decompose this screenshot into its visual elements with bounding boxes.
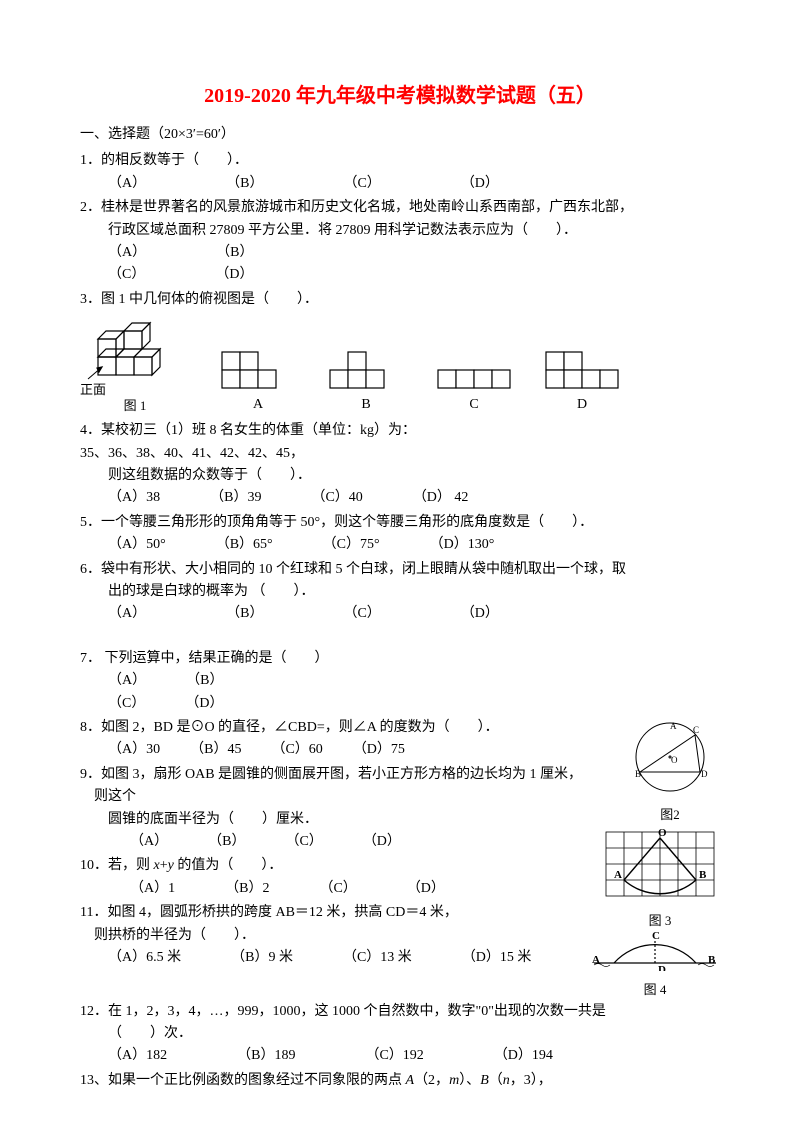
q3-shape-A (218, 348, 298, 390)
q5-optD: （D）130° (430, 534, 495, 556)
q2-optA: （A） (108, 242, 146, 264)
question-3: 3．图 1 中几何体的俯视图是（ ）． (80, 289, 720, 417)
question-7: 7． 下列运算中，结果正确的是（ ） （A） （B） （C） （D） (80, 648, 720, 715)
q8-optA: （A）30 (108, 739, 160, 761)
q6-optD: （D） (461, 603, 499, 625)
q1-optC: （C） (343, 173, 380, 195)
q4-optB: （B）39 (210, 487, 261, 509)
q3-optD-label: D (542, 394, 622, 416)
q12-optB: （B）189 (237, 1045, 295, 1067)
q5-optB: （B）65° (216, 534, 273, 556)
q1-text: 1．的相反数等于（ ）． (80, 150, 720, 172)
q7-optC: （C） (108, 693, 145, 715)
q9-optB: （B） (208, 831, 245, 853)
figure-3: O A B 图 3 (600, 826, 720, 931)
q10-optC: （C） (319, 878, 356, 900)
q2-optB: （B） (216, 242, 253, 264)
q2-optC: （C） (108, 264, 145, 286)
q4-optD: （D） 42 (413, 487, 469, 509)
q5-text: 5．一个等腰三角形形的顶角角等于 50°，则这个等腰三角形的底角度数是（ ）． (80, 512, 720, 534)
q4-line2: 35、36、38、40、41、42、42、45， (80, 443, 720, 465)
q3-optC-label: C (434, 394, 514, 416)
q6-optB: （B） (226, 603, 263, 625)
q1-optD: （D） (461, 173, 499, 195)
q3-optA-label: A (218, 394, 298, 416)
q7-optA: （A） (108, 670, 146, 692)
q12-optA: （A）182 (108, 1045, 167, 1067)
q2-optD: （D） (215, 264, 253, 286)
svg-text:D: D (658, 964, 666, 971)
q12-optD: （D）194 (494, 1045, 553, 1067)
q6-line2: 出的球是白球的概率为 （ ）． (108, 581, 720, 603)
q3-shape-C (434, 348, 514, 390)
q9-optD: （D） (363, 831, 401, 853)
svg-text:C: C (652, 931, 660, 942)
q6-line1: 6．袋中有形状、大小相同的 10 个红球和 5 个白球，闭上眼睛从袋中随机取出一… (80, 559, 720, 581)
figure-2: O C B D A 图2 (620, 717, 720, 826)
question-4: 4．某校初三（1）班 8 名女生的体重（单位：kg）为： 35、36、38、40… (80, 420, 720, 510)
q8-optD: （D）75 (353, 739, 405, 761)
question-6: 6．袋中有形状、大小相同的 10 个红球和 5 个白球，闭上眼睛从袋中随机取出一… (80, 559, 720, 626)
q12-line2: （ ）次． (108, 1023, 720, 1045)
fig2-label: 图2 (620, 805, 720, 826)
q11-optA: （A）6.5 米 (108, 947, 181, 969)
section-header: 一、选择题（20×3′=60′） (80, 124, 720, 146)
q7-optB: （B） (186, 670, 223, 692)
q9-line1-tail: 则这个 (94, 789, 136, 804)
q11-optC: （C）13 米 (343, 947, 412, 969)
front-label: 正面 (80, 380, 106, 401)
figure-1-solid (80, 317, 190, 387)
q7-optD: （D） (185, 693, 223, 715)
q3-shape-B (326, 348, 406, 390)
q10-optB: （B）2 (225, 878, 269, 900)
fig3-B: B (699, 869, 707, 881)
q12-optC: （C）192 (365, 1045, 423, 1067)
q3-shape-D (542, 348, 622, 390)
svg-text:O: O (671, 755, 678, 765)
q9-optA: （A） (130, 831, 168, 853)
svg-text:B: B (635, 769, 641, 779)
question-12: 12．在 1，2，3，4，…，999，1000，这 1000 个自然数中，数字"… (80, 1001, 720, 1068)
q11-optB: （B）9 米 (231, 947, 293, 969)
fig4-label: 图 4 (590, 980, 720, 1001)
q9-line1: 9．如图 3，扇形 OAB 是圆锥的侧面展开图，若小正方形方格的边长均为 1 厘… (80, 767, 582, 782)
q10-optD: （D） (407, 878, 445, 900)
fig3-A: A (614, 869, 622, 881)
question-2: 2．桂林是世界著名的风景旅游城市和历史文化名城，地处南岭山系西南部，广西东北部，… (80, 197, 720, 287)
q5-optA: （A）50° (108, 534, 166, 556)
exam-title: 2019-2020 年九年级中考模拟数学试题（五） (80, 80, 720, 112)
svg-text:A: A (670, 721, 677, 731)
svg-text:C: C (693, 725, 699, 735)
q3-optB-label: B (326, 394, 406, 416)
q12-line1: 12．在 1，2，3，4，…，999，1000，这 1000 个自然数中，数字"… (80, 1001, 720, 1023)
q8-optB: （B）45 (190, 739, 241, 761)
q3-text: 3．图 1 中几何体的俯视图是（ ）． (80, 289, 720, 311)
q9-optC: （C） (285, 831, 322, 853)
svg-text:B: B (708, 954, 716, 966)
q5-optC: （C）75° (323, 534, 380, 556)
fig3-label: 图 3 (600, 911, 720, 932)
q13-text: 13、如果一个正比例函数的图象经过不同象限的两点 A（2，m）、B（n，3）， (80, 1070, 720, 1092)
q8-optC: （C）60 (271, 739, 322, 761)
q2-line2: 行政区域总面积 27809 平方公里．将 27809 用科学记数法表示应为（ ）… (108, 220, 720, 242)
q11-optD: （D）15 米 (462, 947, 532, 969)
q7-text: 7． 下列运算中，结果正确的是（ ） (80, 648, 720, 670)
q2-line1: 2．桂林是世界著名的风景旅游城市和历史文化名城，地处南岭山系西南部，广西东北部， (80, 197, 720, 219)
q10-optA: （A）1 (130, 878, 175, 900)
q4-line3: 则这组数据的众数等于（ ）． (108, 465, 720, 487)
question-5: 5．一个等腰三角形形的顶角角等于 50°，则这个等腰三角形的底角度数是（ ）． … (80, 512, 720, 557)
q4-optC: （C）40 (311, 487, 362, 509)
q1-optB: （B） (226, 173, 263, 195)
q6-optC: （C） (343, 603, 380, 625)
svg-text:D: D (701, 769, 708, 779)
q6-optA: （A） (108, 603, 146, 625)
question-1: 1．的相反数等于（ ）． （A） （B） （C） （D） (80, 150, 720, 195)
question-13: 13、如果一个正比例函数的图象经过不同象限的两点 A（2，m）、B（n，3）， (80, 1070, 720, 1092)
q4-line1: 4．某校初三（1）班 8 名女生的体重（单位：kg）为： (80, 420, 720, 442)
figure-4: A C D B 图 4 (590, 931, 720, 1000)
q1-optA: （A） (108, 173, 146, 195)
fig3-O: O (658, 827, 667, 839)
q4-optA: （A）38 (108, 487, 160, 509)
